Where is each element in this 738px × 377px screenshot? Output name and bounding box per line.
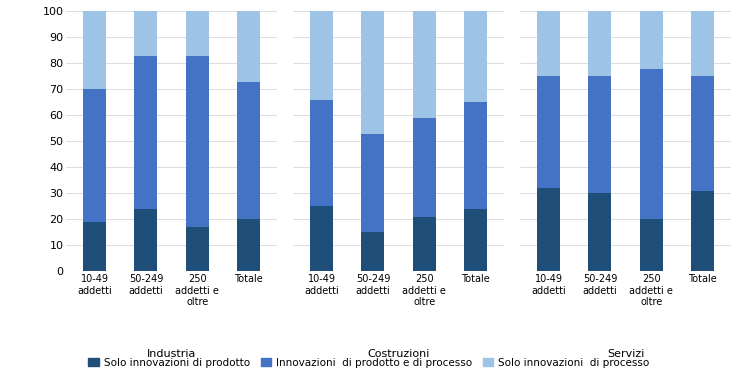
- Legend: Solo innovazioni di prodotto, Innovazioni  di prodotto e di processo, Solo innov: Solo innovazioni di prodotto, Innovazion…: [84, 354, 654, 372]
- Bar: [362, 232, 384, 271]
- Bar: [310, 206, 333, 271]
- Bar: [186, 55, 209, 227]
- Text: Costruzioni: Costruzioni: [368, 349, 430, 360]
- Bar: [640, 11, 663, 69]
- Bar: [691, 191, 714, 271]
- Bar: [464, 209, 487, 271]
- Bar: [537, 76, 560, 188]
- Bar: [362, 11, 384, 133]
- Bar: [362, 133, 384, 232]
- Bar: [413, 118, 435, 217]
- Bar: [310, 11, 333, 100]
- Bar: [588, 193, 611, 271]
- Bar: [83, 11, 106, 89]
- Bar: [134, 209, 157, 271]
- Bar: [413, 11, 435, 118]
- Bar: [691, 11, 714, 76]
- Bar: [237, 81, 260, 219]
- Bar: [413, 217, 435, 271]
- Bar: [237, 11, 260, 81]
- Bar: [83, 89, 106, 222]
- Bar: [464, 11, 487, 102]
- Bar: [537, 188, 560, 271]
- Text: Industria: Industria: [147, 349, 196, 360]
- Bar: [186, 227, 209, 271]
- Bar: [640, 69, 663, 219]
- Bar: [464, 103, 487, 209]
- Bar: [537, 11, 560, 76]
- Bar: [83, 222, 106, 271]
- Bar: [237, 219, 260, 271]
- Bar: [134, 11, 157, 55]
- Text: Servizi: Servizi: [607, 349, 644, 360]
- Bar: [186, 11, 209, 55]
- Bar: [310, 100, 333, 206]
- Bar: [640, 219, 663, 271]
- Bar: [588, 76, 611, 193]
- Bar: [134, 55, 157, 209]
- Bar: [588, 11, 611, 76]
- Bar: [691, 76, 714, 191]
